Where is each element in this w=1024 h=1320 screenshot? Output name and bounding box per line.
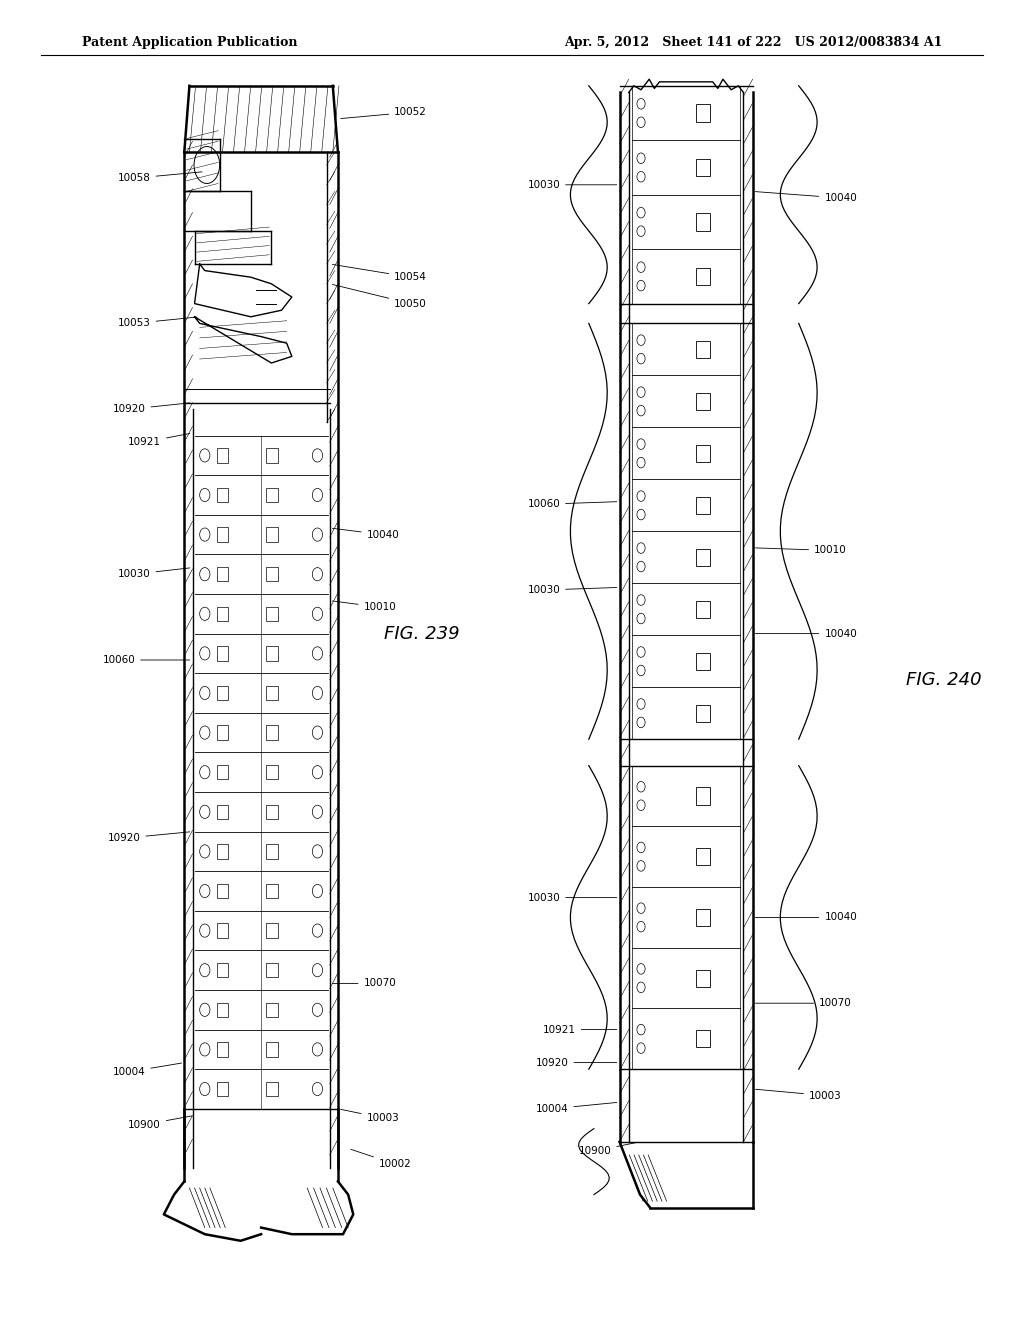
Bar [266, 764, 278, 779]
Bar [217, 845, 228, 859]
Text: 10030: 10030 [527, 585, 616, 595]
Bar [217, 964, 228, 977]
Bar [266, 964, 278, 977]
Bar [696, 849, 710, 866]
Text: 10070: 10070 [756, 998, 852, 1008]
Text: 10030: 10030 [118, 568, 189, 579]
Bar [696, 549, 710, 566]
Bar [696, 268, 710, 285]
Bar [266, 566, 278, 581]
Text: 10030: 10030 [527, 180, 616, 190]
Text: 10054: 10054 [333, 264, 427, 282]
Text: 10900: 10900 [128, 1115, 191, 1130]
Text: 10040: 10040 [333, 528, 399, 540]
Text: 10040: 10040 [756, 191, 857, 203]
Text: 10052: 10052 [341, 107, 427, 119]
Text: FIG. 239: FIG. 239 [384, 624, 460, 643]
Bar [696, 652, 710, 669]
Bar [696, 601, 710, 618]
Bar [266, 1003, 278, 1016]
Text: 10050: 10050 [333, 285, 427, 309]
Bar [696, 787, 710, 804]
Bar [266, 1082, 278, 1096]
Bar [217, 804, 228, 818]
Bar [217, 725, 228, 739]
Bar [696, 496, 710, 513]
Bar [696, 908, 710, 927]
Bar [217, 447, 228, 462]
Bar [217, 1082, 228, 1096]
Text: 10060: 10060 [102, 655, 189, 665]
Text: 10921: 10921 [543, 1024, 616, 1035]
Text: 10921: 10921 [128, 433, 189, 447]
Bar [266, 845, 278, 859]
Bar [217, 884, 228, 899]
Bar [696, 214, 710, 231]
Bar [696, 104, 710, 121]
Bar [266, 447, 278, 462]
Bar [217, 566, 228, 581]
Text: 10010: 10010 [333, 601, 396, 612]
Bar [696, 705, 710, 722]
Text: 10003: 10003 [756, 1089, 842, 1101]
Bar [217, 686, 228, 700]
Bar [217, 1003, 228, 1016]
Text: 10040: 10040 [756, 912, 857, 923]
Text: 10920: 10920 [108, 832, 189, 843]
Bar [217, 645, 228, 660]
Bar [266, 924, 278, 937]
Text: 10920: 10920 [536, 1057, 616, 1068]
Bar [266, 1043, 278, 1056]
Text: 10040: 10040 [756, 628, 857, 639]
Text: Patent Application Publication: Patent Application Publication [82, 36, 297, 49]
Text: 10053: 10053 [118, 317, 197, 329]
Bar [266, 607, 278, 620]
Bar [266, 645, 278, 660]
Text: 10920: 10920 [113, 403, 189, 414]
Bar [696, 1030, 710, 1048]
Text: 10058: 10058 [118, 172, 202, 183]
Text: Apr. 5, 2012   Sheet 141 of 222   US 2012/0083834 A1: Apr. 5, 2012 Sheet 141 of 222 US 2012/00… [563, 36, 942, 49]
Bar [217, 924, 228, 937]
Text: 10010: 10010 [756, 545, 847, 556]
Bar [266, 528, 278, 541]
Bar [696, 341, 710, 358]
Bar [266, 487, 278, 502]
Bar [266, 725, 278, 739]
Text: FIG. 240: FIG. 240 [906, 671, 982, 689]
Bar [266, 804, 278, 818]
Bar [266, 686, 278, 700]
Text: 10060: 10060 [527, 499, 616, 510]
Bar [266, 884, 278, 899]
Text: 10030: 10030 [527, 892, 616, 903]
Bar [696, 969, 710, 987]
Bar [696, 393, 710, 411]
Text: 10004: 10004 [536, 1102, 616, 1114]
Text: 10003: 10003 [341, 1109, 399, 1123]
Bar [696, 445, 710, 462]
Bar [217, 764, 228, 779]
Text: 10070: 10070 [333, 978, 396, 989]
Bar [217, 607, 228, 620]
Bar [696, 158, 710, 176]
Bar [217, 528, 228, 541]
Text: 10002: 10002 [351, 1150, 412, 1170]
Bar [217, 487, 228, 502]
Text: 10004: 10004 [113, 1063, 181, 1077]
Bar [217, 1043, 228, 1056]
Text: 10900: 10900 [579, 1142, 637, 1156]
